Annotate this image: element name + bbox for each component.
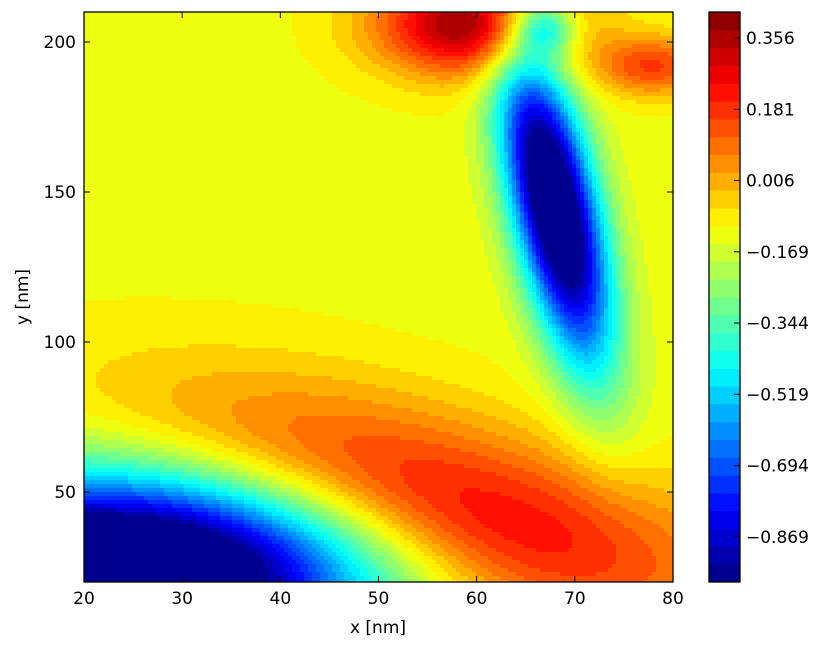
y-axis-label: y [nm] — [13, 269, 33, 325]
colorbar-tick-label: −0.694 — [746, 457, 809, 477]
colorbar-level — [709, 30, 740, 48]
colorbar-tick-label: −0.519 — [746, 385, 809, 405]
colorbar-tick-label: 0.181 — [746, 100, 795, 120]
colorbar-level — [709, 564, 740, 582]
colorbar-tick-label: −0.869 — [746, 528, 809, 548]
colorbar-level — [709, 475, 740, 493]
colorbar-level — [709, 511, 740, 529]
colorbar-level — [709, 244, 740, 262]
colorbar-level — [709, 119, 740, 137]
y-tick-label: 100 — [44, 333, 76, 353]
colorbar-level — [709, 493, 740, 511]
x-tick-label: 20 — [73, 589, 95, 609]
colorbar-level — [709, 190, 740, 208]
colorbar-level — [709, 333, 740, 351]
colorbar-tick-label: 0.006 — [746, 172, 795, 192]
colorbar-ticks: 0.356 0.181 0.006 −0.169 −0.344 −0.519 −0.694 −… — [734, 29, 809, 548]
colorbar-level — [709, 386, 740, 404]
colorbar-level — [709, 546, 740, 564]
colorbar-level — [709, 297, 740, 315]
colorbar-level — [709, 350, 740, 368]
x-tick-label: 40 — [270, 589, 292, 609]
colorbar-level — [709, 404, 740, 422]
colorbar-level — [709, 208, 740, 226]
x-tick-label: 50 — [368, 589, 390, 609]
colorbar-level — [709, 440, 740, 458]
colorbar-level — [709, 65, 740, 83]
colorbar-tick-label: −0.344 — [746, 314, 809, 334]
colorbar-level — [709, 226, 740, 244]
colorbar-level — [709, 457, 740, 475]
x-tick-label: 70 — [564, 589, 586, 609]
colorbar-level — [709, 137, 740, 155]
x-axis-label: x [nm] — [350, 618, 406, 638]
y-tick-label: 200 — [44, 33, 76, 53]
colorbar-level — [709, 422, 740, 440]
colorbar-level — [709, 172, 740, 190]
x-tick-label: 30 — [171, 589, 193, 609]
colorbar-level — [709, 261, 740, 279]
colorbar-level — [709, 315, 740, 333]
x-tick-label: 60 — [466, 589, 488, 609]
colorbar-level — [709, 368, 740, 386]
colorbar-level — [709, 155, 740, 173]
y-tick-label: 50 — [54, 483, 76, 503]
colorbar-level — [709, 529, 740, 547]
colorbar-level — [709, 48, 740, 66]
colorbar-level — [709, 83, 740, 101]
colorbar-tick-label: 0.356 — [746, 29, 795, 49]
colorbar-level — [709, 279, 740, 297]
y-tick-label: 150 — [44, 183, 76, 203]
contour-fill — [84, 12, 677, 585]
x-tick-label: 80 — [662, 589, 684, 609]
colorbar-level — [709, 12, 740, 30]
colorbar-tick-label: −0.169 — [746, 243, 809, 263]
colorbar-level — [709, 101, 740, 119]
colorbar — [709, 12, 740, 583]
